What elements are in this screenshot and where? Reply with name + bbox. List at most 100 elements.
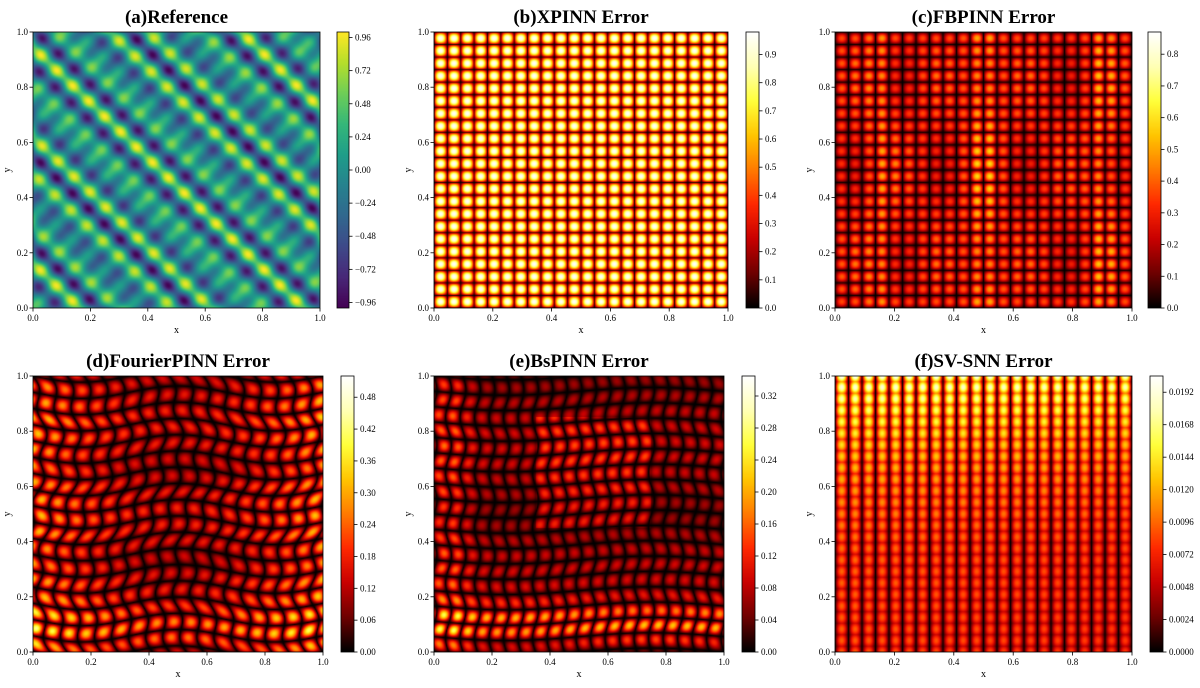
y-tick-label: 1.0: [17, 27, 29, 37]
y-axis-label: y: [403, 168, 414, 173]
y-tick-label: 0.6: [17, 137, 29, 147]
panel-title: (f)SV-SNN Error: [914, 351, 1053, 372]
colorbar-tick-label: 0.5: [1167, 144, 1179, 154]
colorbar-tick-label: 0.12: [761, 551, 777, 561]
colorbar-tick-label: 0.1: [1167, 271, 1178, 281]
panel-0: (a)Reference 0.0 0.2 0.4 0.6 0.8 1.0 0.0 0.2 0.4 0…: [2, 7, 376, 336]
x-tick-label: 0.8: [257, 313, 269, 323]
colorbar-tick-label: 0.32: [761, 391, 777, 401]
colorbar-tick-label: −0.72: [355, 264, 376, 274]
y-tick-label: 0.2: [819, 248, 830, 258]
heatmap-image: [434, 32, 728, 308]
colorbar-tick-label: 0.18: [360, 551, 376, 561]
x-tick-label: 0.8: [660, 657, 672, 667]
y-tick-label: 1.0: [418, 371, 430, 381]
colorbar-tick-label: 0.16: [761, 519, 777, 529]
y-tick-label: 1.0: [418, 27, 430, 37]
y-tick-label: 0.0: [17, 647, 29, 657]
colorbar-tick-label: 0.9: [765, 50, 777, 60]
x-tick-label: 0.0: [27, 657, 39, 667]
y-tick-label: 0.0: [418, 647, 430, 657]
y-tick-label: 0.0: [418, 303, 430, 313]
y-tick-label: 0.8: [819, 82, 831, 92]
y-tick-label: 0.8: [418, 82, 430, 92]
x-tick-label: 0.2: [486, 657, 497, 667]
colorbar-tick-label: 0.8: [1167, 49, 1179, 59]
x-tick-label: 0.2: [85, 313, 96, 323]
x-tick-label: 0.6: [602, 657, 614, 667]
panel-title: (d)FourierPINN Error: [86, 351, 270, 372]
y-axis-label: y: [2, 168, 13, 173]
plot-frame: [834, 375, 1133, 653]
colorbar-tick-label: 0.3: [1167, 208, 1179, 218]
y-tick-label: 0.2: [17, 248, 28, 258]
x-tick-label: 0.8: [664, 313, 676, 323]
x-axis-label: x: [577, 669, 582, 680]
colorbar: [742, 376, 755, 652]
colorbar-tick-label: 0.8: [765, 78, 777, 88]
x-tick-label: 1.0: [722, 313, 734, 323]
y-tick-label: 1.0: [819, 27, 831, 37]
y-tick-label: 0.6: [418, 481, 430, 491]
colorbar-frame: [1147, 31, 1162, 309]
y-tick-label: 1.0: [819, 371, 831, 381]
x-tick-label: 0.8: [1067, 313, 1079, 323]
colorbar-tick-label: 0.0072: [1169, 550, 1194, 560]
x-tick-label: 0.0: [428, 657, 440, 667]
colorbar-tick-label: 0.72: [355, 66, 371, 76]
colorbar-tick-label: 0.0: [765, 303, 777, 313]
y-tick-label: 0.6: [819, 137, 831, 147]
x-tick-label: 0.4: [544, 657, 556, 667]
colorbar-tick-label: 0.1: [765, 275, 776, 285]
y-tick-label: 0.4: [819, 193, 831, 203]
colorbar-tick-label: 0.42: [360, 424, 376, 434]
heatmap-image: [835, 32, 1132, 308]
x-tick-label: 0.4: [948, 313, 960, 323]
x-tick-label: 1.0: [314, 313, 326, 323]
colorbar-tick-label: 0.20: [761, 487, 777, 497]
y-axis-label: y: [2, 512, 13, 517]
panel-2: (c)FBPINN Error 0.0 0.2 0.4 0.6 0.8 1.0 0.0 0.2 0…: [804, 7, 1179, 336]
x-tick-label: 0.6: [200, 313, 212, 323]
y-axis-label: y: [804, 512, 815, 517]
colorbar-tick-label: 0.7: [1167, 81, 1179, 91]
colorbar-tick-label: 0.00: [761, 647, 777, 657]
x-tick-label: 0.6: [1008, 313, 1020, 323]
colorbar: [1150, 376, 1163, 652]
x-tick-label: 0.0: [428, 313, 440, 323]
plot-frame: [32, 31, 321, 309]
colorbar-frame: [741, 375, 756, 653]
colorbar-tick-label: 0.00: [360, 647, 376, 657]
y-tick-label: 0.0: [17, 303, 29, 313]
panel-1: (b)XPINN Error 0.0 0.2 0.4 0.6 0.8 1.0 0.0 0.2 0.…: [403, 7, 777, 336]
y-tick-label: 0.4: [418, 193, 430, 203]
colorbar: [341, 376, 354, 652]
colorbar-tick-label: 0.12: [360, 583, 376, 593]
colorbar-tick-label: 0.08: [761, 583, 777, 593]
y-tick-label: 0.2: [17, 592, 28, 602]
colorbar-tick-label: 0.0024: [1169, 615, 1194, 625]
y-tick-label: 0.6: [418, 137, 430, 147]
y-tick-label: 0.0: [819, 647, 831, 657]
y-tick-label: 0.4: [819, 537, 831, 547]
y-tick-label: 0.4: [17, 193, 29, 203]
colorbar-tick-label: 0.0120: [1169, 485, 1194, 495]
x-axis-label: x: [981, 669, 986, 680]
colorbar-tick-label: 0.0144: [1169, 452, 1194, 462]
colorbar-tick-label: 0.96: [355, 33, 371, 43]
y-tick-label: 0.0: [819, 303, 831, 313]
panel-5: (f)SV-SNN Error 0.0 0.2 0.4 0.6 0.8 1.0 0.0 0.2 0…: [804, 351, 1194, 680]
colorbar-tick-label: 0.2: [765, 247, 776, 257]
x-tick-label: 0.8: [259, 657, 271, 667]
colorbar-tick-label: 0.7: [765, 106, 777, 116]
colorbar-tick-label: 0.30: [360, 488, 376, 498]
heatmap-image: [33, 376, 323, 652]
plot-frame: [433, 375, 725, 653]
colorbar-frame: [340, 375, 355, 653]
y-tick-label: 0.4: [418, 537, 430, 547]
colorbar-tick-label: 0.5: [765, 162, 777, 172]
colorbar-frame: [1149, 375, 1164, 653]
colorbar-tick-label: 0.4: [1167, 176, 1179, 186]
plot-frame: [32, 375, 324, 653]
y-tick-label: 0.8: [819, 426, 831, 436]
